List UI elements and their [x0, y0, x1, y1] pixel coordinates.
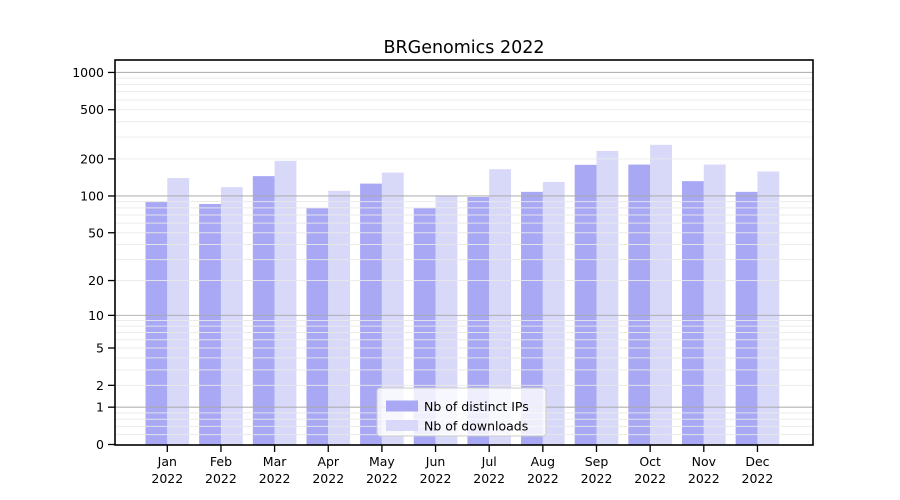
y-tick-label-0: 0 [96, 437, 104, 452]
x-tick-month-nov: Nov [692, 454, 717, 469]
x-tick-month-jun: Jun [425, 454, 446, 469]
x-tick-label-apr: Apr 2022 [312, 454, 344, 486]
bar-nb-of-downloads-oct [650, 144, 672, 445]
y-tick-label-500: 500 [80, 102, 104, 117]
x-tick-label-feb: Feb 2022 [205, 454, 237, 486]
y-tick-label-5: 5 [96, 341, 104, 356]
x-tick-year-jun: 2022 [420, 471, 452, 486]
x-tick-month-may: May [369, 454, 395, 469]
legend-swatch-nb-of-distinct-ips [386, 400, 418, 412]
x-tick-year-nov: 2022 [688, 471, 720, 486]
y-tick-label-200: 200 [80, 151, 104, 166]
x-tick-label-jan: Jan 2022 [151, 454, 183, 486]
bar-nb-of-downloads-mar [274, 160, 297, 445]
x-tick-year-feb: 2022 [205, 471, 237, 486]
x-tick-year-jan: 2022 [151, 471, 183, 486]
bar-nb-of-downloads-sep [596, 150, 619, 445]
x-tick-label-nov: Nov 2022 [688, 454, 720, 486]
bar-nb-of-distinct-ips-feb [199, 203, 221, 445]
x-tick-month-sep: Sep [585, 454, 609, 469]
y-tick-label-10: 10 [88, 308, 104, 323]
legend-label-nb-of-distinct-ips: Nb of distinct IPs [424, 399, 529, 414]
x-tick-month-feb: Feb [210, 454, 232, 469]
x-tick-label-oct: Oct 2022 [634, 454, 666, 486]
x-tick-year-sep: 2022 [581, 471, 613, 486]
bar-nb-of-downloads-jan [167, 177, 190, 445]
x-tick-month-dec: Dec [745, 454, 769, 469]
bar-nb-of-distinct-ips-dec [735, 191, 758, 445]
x-tick-year-dec: 2022 [742, 471, 774, 486]
chart-title: BRGenomics 2022 [383, 38, 544, 58]
x-tick-label-aug: Aug 2022 [527, 454, 559, 486]
bar-nb-of-distinct-ips-mar [252, 176, 275, 445]
y-tick-label-50: 50 [88, 225, 104, 240]
x-tick-label-sep: Sep 2022 [581, 454, 613, 486]
x-tick-month-jul: Jul [481, 454, 497, 469]
bar-nb-of-downloads-feb [220, 187, 243, 445]
bar-nb-of-distinct-ips-oct [628, 164, 651, 445]
legend-label-nb-of-downloads: Nb of downloads [424, 419, 528, 434]
bar-nb-of-distinct-ips-jul [467, 197, 490, 445]
x-tick-label-jul: Jul 2022 [473, 454, 505, 486]
bar-nb-of-downloads-aug [542, 181, 565, 445]
x-tick-month-mar: Mar [263, 454, 287, 469]
x-tick-label-mar: Mar 2022 [259, 454, 291, 486]
x-tick-year-jul: 2022 [473, 471, 505, 486]
x-tick-month-oct: Oct [639, 454, 661, 469]
x-tick-year-oct: 2022 [634, 471, 666, 486]
x-tick-month-jan: Jan [157, 454, 177, 469]
legend-swatch-nb-of-downloads [386, 420, 418, 431]
bar-nb-of-downloads-apr [328, 190, 351, 445]
y-tick-label-2: 2 [96, 378, 104, 393]
legend-box [376, 387, 547, 437]
bar-nb-of-distinct-ips-nov [682, 181, 704, 445]
y-tick-label-1000: 1000 [72, 65, 104, 80]
plot-border [114, 59, 814, 446]
x-tick-year-mar: 2022 [259, 471, 291, 486]
x-tick-year-aug: 2022 [527, 471, 559, 486]
x-tick-year-apr: 2022 [312, 471, 344, 486]
x-tick-month-apr: Apr [317, 454, 339, 469]
bar-nb-of-distinct-ips-aug [521, 191, 543, 445]
bar-nb-of-downloads-nov [703, 164, 726, 445]
y-tick-label-20: 20 [88, 273, 104, 288]
bar-nb-of-distinct-ips-sep [574, 164, 597, 446]
bar-nb-of-distinct-ips-may [360, 183, 382, 445]
bar-nb-of-downloads-jul [489, 169, 511, 445]
y-tick-label-1: 1 [96, 400, 104, 415]
x-tick-month-aug: Aug [531, 454, 555, 469]
bar-nb-of-downloads-may [381, 172, 404, 445]
x-tick-year-may: 2022 [366, 471, 398, 486]
bar-nb-of-downloads-dec [757, 171, 780, 445]
y-tick-label-100: 100 [80, 188, 104, 203]
x-tick-label-may: May 2022 [366, 454, 398, 486]
x-tick-label-jun: Jun 2022 [420, 454, 452, 486]
x-tick-label-dec: Dec 2022 [742, 454, 774, 486]
bar-nb-of-distinct-ips-jan [145, 201, 168, 445]
